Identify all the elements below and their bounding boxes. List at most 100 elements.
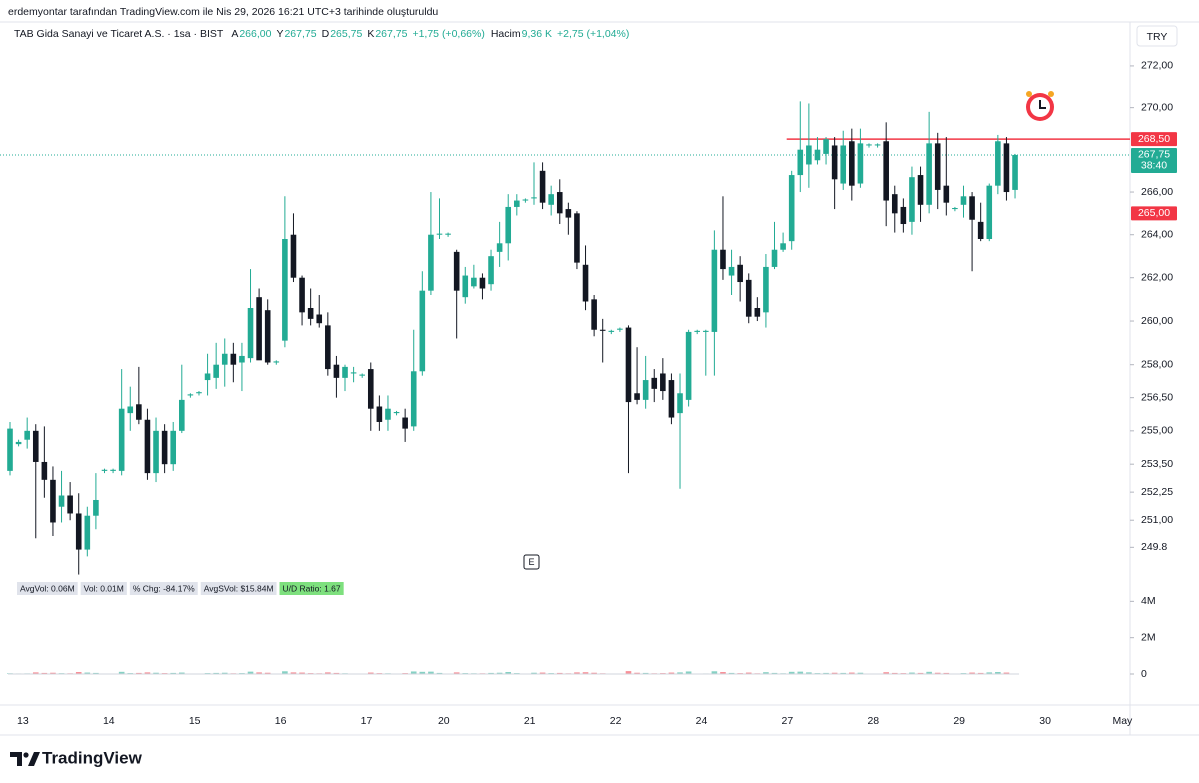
volume-bar (788, 671, 795, 674)
candle-body (41, 461, 48, 480)
alarm-icon[interactable] (1026, 91, 1054, 121)
volume-bar (93, 672, 99, 674)
candle-body (625, 327, 632, 403)
price-change: +1,75 (+0,66%) (412, 28, 484, 40)
volume-bar (282, 671, 288, 674)
x-tick-label: 28 (867, 715, 879, 727)
currency[interactable]: TRY (1147, 31, 1168, 43)
candle-body (943, 185, 950, 203)
volume-bar (711, 671, 718, 674)
candle-body (660, 373, 666, 392)
logo-shape (10, 752, 22, 766)
volume-bar (771, 672, 778, 674)
volume-bar (642, 672, 649, 674)
candle-body (419, 290, 426, 372)
volume-bar (728, 672, 735, 674)
volume-bar (995, 672, 1001, 674)
volume-bar (926, 671, 932, 674)
y-tick-label: 262,00 (1141, 271, 1173, 283)
y-tick-label: 256,50 (1141, 391, 1173, 403)
y-tick-label: 251,00 (1141, 514, 1173, 526)
candle-body (264, 310, 271, 363)
volume-bar (179, 672, 185, 674)
candle-body (196, 392, 202, 394)
candle-body (514, 200, 520, 207)
volume-bar (582, 672, 589, 674)
volume-bar (488, 672, 494, 674)
candle-body (170, 430, 177, 465)
candle-body (333, 364, 340, 378)
volume-bar (806, 672, 812, 674)
candle-body (144, 419, 151, 474)
candle-body (677, 393, 683, 414)
candle-body (316, 314, 323, 324)
volume-bar (977, 672, 984, 674)
candle-body (230, 353, 237, 365)
stat-text: % Chg: -84.17% (133, 583, 195, 593)
candle-body (350, 372, 357, 374)
stat-box (80, 582, 127, 595)
volume-label: Hacim (491, 28, 521, 40)
candle-body (788, 175, 795, 242)
candle-body (479, 277, 486, 289)
x-tick-label: 21 (524, 715, 536, 727)
candle-body (857, 143, 864, 184)
candle-body (960, 196, 967, 205)
x-tick-label: May (1112, 715, 1133, 727)
volume-bar (591, 672, 597, 674)
candle-body (797, 149, 804, 176)
volume-bar (909, 672, 915, 674)
ohlc-key: K (367, 28, 374, 40)
ohlc-value: 267,75 (375, 28, 407, 40)
volume-bar (917, 672, 924, 674)
event-marker[interactable]: E (528, 557, 534, 567)
candle-body (367, 369, 374, 409)
candle-body (866, 144, 872, 146)
currency-box[interactable] (1136, 25, 1178, 47)
volume-bar (453, 672, 460, 674)
candle-body (548, 194, 554, 205)
candle-body (153, 430, 159, 474)
volume-bar (144, 672, 151, 674)
candle-body (900, 206, 907, 225)
candle-body (934, 143, 941, 190)
candle-body (969, 196, 975, 220)
candle-body (1003, 143, 1010, 193)
volume-bar (840, 672, 847, 674)
candle-body (780, 243, 786, 250)
volume-bar (943, 672, 950, 674)
volume-bar (32, 672, 39, 674)
stat-text: AvgVol: 0.06M (20, 583, 75, 593)
candle-body (187, 394, 194, 396)
candle-body (831, 145, 838, 180)
y-tick-label: 252,25 (1141, 486, 1173, 498)
y-tick-label: 260,00 (1141, 315, 1173, 327)
candle-body (720, 249, 726, 270)
volume-bar (213, 672, 219, 674)
candle-body (728, 266, 735, 276)
x-tick-label: 29 (953, 715, 965, 727)
stat-box (200, 582, 277, 595)
candle-body (651, 377, 658, 389)
x-tick-label: 17 (361, 715, 373, 727)
price-tag (1131, 206, 1177, 221)
candle-body (127, 406, 134, 414)
x-tick-label: 15 (189, 715, 201, 727)
candle-body (282, 239, 288, 341)
candle-body (891, 194, 898, 214)
candle-body (823, 139, 829, 154)
volume-bar (41, 672, 48, 674)
event-marker-box[interactable] (523, 554, 540, 570)
candle-body (204, 373, 211, 381)
candle-body (883, 141, 889, 201)
candle-body (50, 479, 56, 523)
candle-body (608, 330, 615, 332)
volume-bar (428, 671, 434, 674)
price-tag-label: 268,50 (1138, 133, 1170, 145)
volume-bar (299, 672, 305, 674)
candle-body (75, 513, 82, 550)
volume-bar (247, 671, 254, 674)
candle-body (591, 299, 597, 330)
